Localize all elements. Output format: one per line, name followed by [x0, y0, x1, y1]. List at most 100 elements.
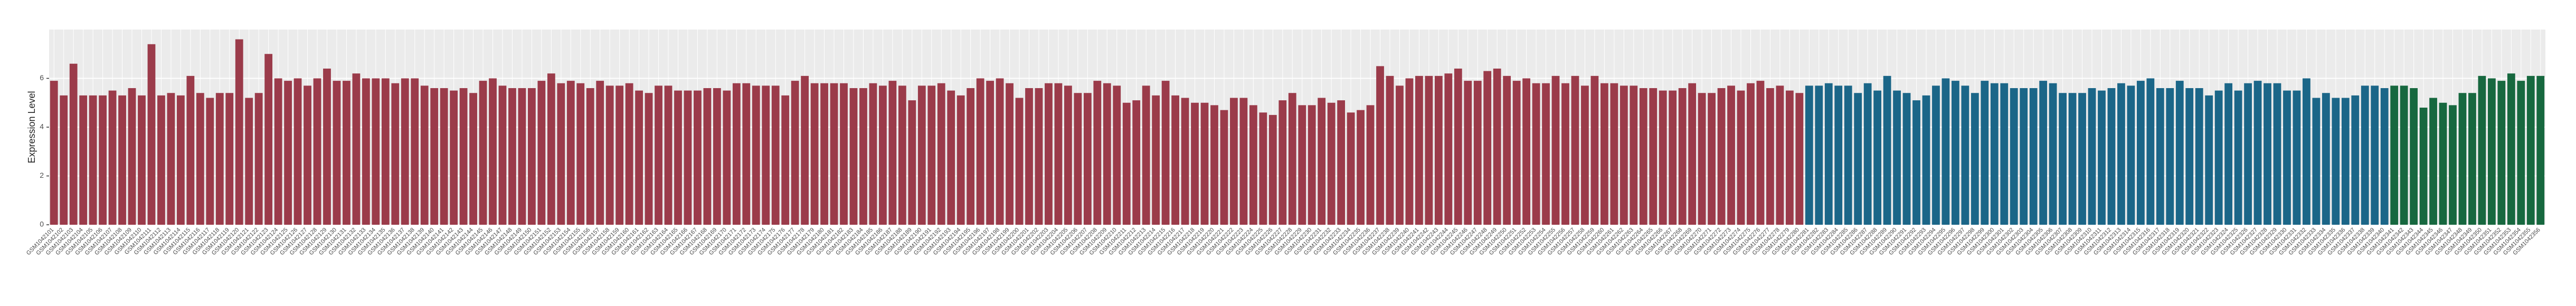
bar — [99, 95, 107, 225]
bar — [1191, 102, 1199, 225]
bar — [586, 88, 594, 225]
bar — [645, 93, 653, 225]
bar — [2390, 85, 2399, 225]
bar — [323, 69, 331, 225]
bar — [1103, 83, 1111, 225]
bar — [235, 39, 243, 225]
bar — [508, 88, 516, 225]
bar — [625, 83, 633, 225]
bar — [2146, 78, 2155, 225]
bar — [1971, 93, 1979, 225]
bar — [1503, 75, 1511, 225]
bar — [732, 83, 741, 225]
bar — [215, 93, 224, 225]
bar — [1952, 81, 1959, 225]
bar — [2497, 81, 2506, 225]
bar — [1006, 83, 1014, 225]
bar — [2449, 105, 2457, 225]
bar — [1669, 90, 1677, 225]
bar — [1054, 83, 1063, 225]
bar — [547, 73, 555, 225]
bar — [937, 83, 945, 225]
bar — [1659, 90, 1667, 225]
bar — [781, 95, 790, 225]
y-tick-label: 4 — [40, 122, 44, 131]
bar — [79, 95, 88, 225]
bar — [2507, 73, 2515, 225]
bar — [1863, 83, 1872, 225]
bar — [1600, 83, 1608, 225]
bar — [293, 78, 302, 225]
bar — [1542, 83, 1550, 225]
bar — [362, 78, 370, 225]
bar — [528, 88, 536, 225]
bar — [1590, 75, 1599, 225]
bar — [1483, 71, 1492, 225]
bar — [2039, 81, 2048, 225]
bar — [2361, 85, 2369, 225]
bar — [1220, 110, 1228, 225]
bar — [1122, 102, 1131, 225]
bar — [2419, 108, 2428, 225]
bar — [2488, 78, 2496, 225]
bar — [157, 95, 165, 225]
bar — [1200, 102, 1209, 225]
bar — [2078, 93, 2086, 225]
bar — [635, 90, 643, 225]
bar — [996, 78, 1004, 225]
bar — [372, 78, 380, 225]
bar — [810, 83, 819, 225]
bar — [2429, 98, 2437, 225]
bar — [1259, 112, 1267, 225]
bar — [1824, 83, 1833, 225]
bar — [313, 78, 321, 225]
bar — [147, 44, 156, 225]
bar — [2166, 88, 2174, 225]
bar — [1405, 78, 1414, 225]
bar — [1561, 83, 1569, 225]
bar — [2253, 81, 2262, 225]
bar — [1493, 69, 1501, 225]
bar — [401, 78, 409, 225]
bar — [128, 88, 136, 225]
bar — [1239, 98, 1248, 225]
bar — [420, 85, 429, 225]
bar — [1454, 69, 1462, 225]
bar — [1805, 85, 1813, 225]
bar — [1756, 81, 1765, 225]
bar — [742, 83, 751, 225]
bar — [908, 100, 916, 225]
bar — [450, 90, 458, 225]
bar — [167, 93, 175, 225]
bar — [1873, 90, 1882, 225]
bar — [1308, 105, 1316, 225]
bar — [2136, 81, 2145, 225]
bar — [605, 85, 614, 225]
bar — [1854, 93, 1862, 225]
bar — [2117, 83, 2125, 225]
bar — [956, 95, 965, 225]
y-tick-label: 2 — [40, 171, 44, 179]
bar — [245, 98, 253, 225]
bar — [1035, 88, 1043, 225]
bar — [927, 85, 936, 225]
bar — [196, 93, 204, 225]
bar — [1473, 81, 1482, 225]
bar — [1464, 81, 1472, 225]
bar — [2458, 93, 2467, 225]
bar — [1571, 75, 1579, 225]
bar — [1025, 88, 1033, 225]
bar — [1142, 85, 1150, 225]
bar — [176, 95, 185, 225]
bar — [869, 83, 877, 225]
bar — [264, 54, 273, 225]
bar — [1678, 88, 1687, 225]
bar — [1912, 100, 1920, 225]
bar — [352, 73, 361, 225]
bar — [1268, 114, 1277, 225]
bar — [206, 98, 214, 225]
bar — [489, 78, 497, 225]
bar — [947, 90, 955, 225]
bar — [2371, 85, 2379, 225]
